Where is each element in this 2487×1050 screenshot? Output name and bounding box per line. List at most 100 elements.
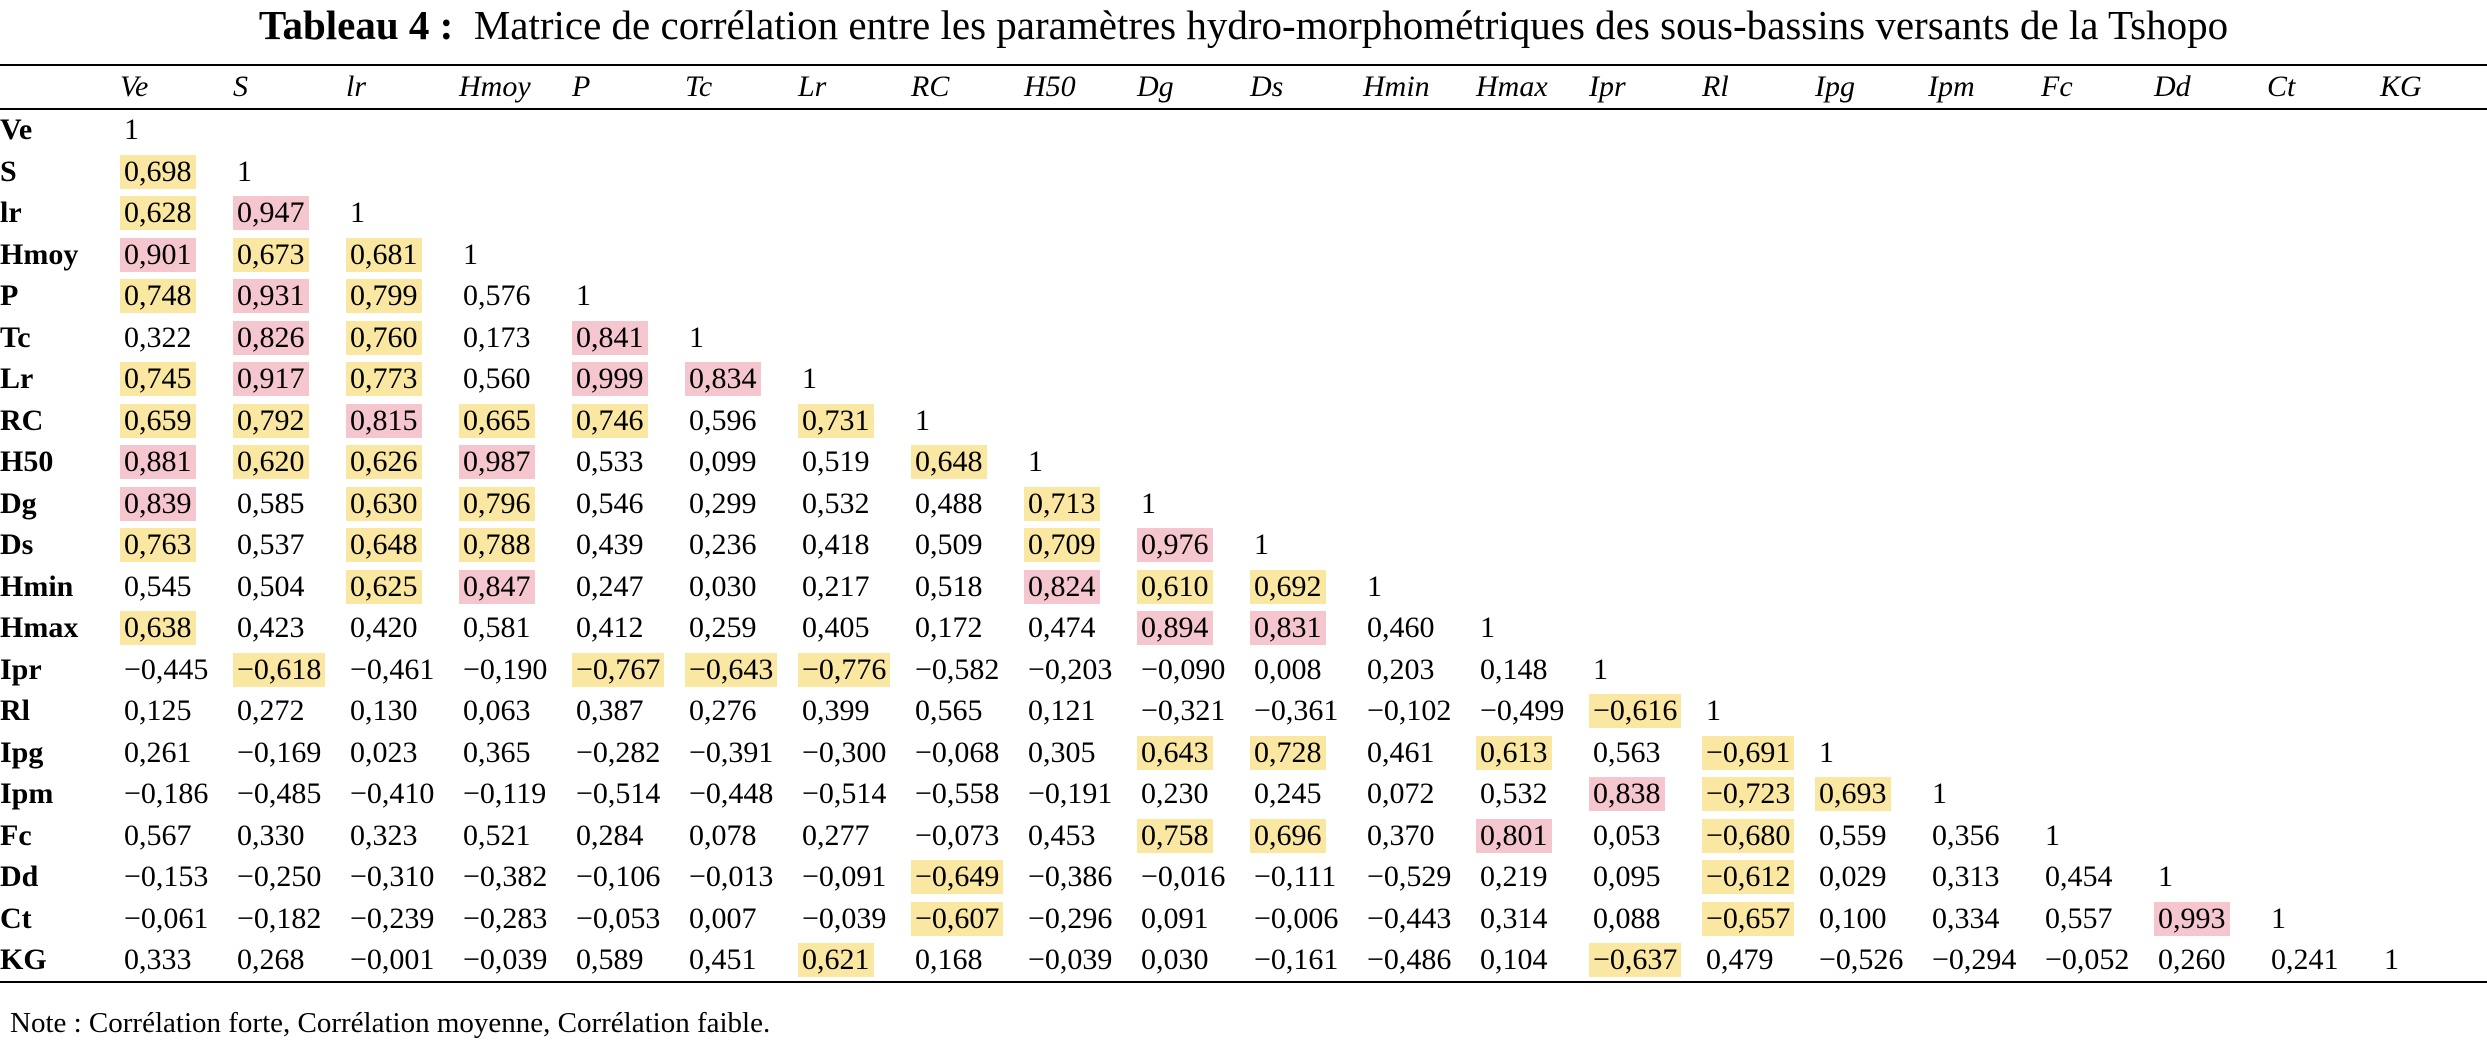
column-header-dd: Dd (2154, 65, 2267, 110)
matrix-cell: 0,839 (120, 483, 233, 525)
column-header-ct: Ct (2267, 65, 2380, 110)
matrix-cell (1363, 483, 1476, 525)
matrix-cell (1250, 483, 1363, 525)
matrix-cell (1589, 483, 1702, 525)
matrix-cell (1363, 193, 1476, 235)
table-row: Fc 0,567 0,330 0,323 0,521 0,284 0,078 0,277 −0,… (0, 815, 2487, 857)
matrix-cell: 0,838 (1589, 774, 1702, 816)
cell-value: 0,589 (576, 943, 644, 977)
row-header-ipm: Ipm (0, 777, 54, 811)
matrix-cell: 0,053 (1589, 815, 1702, 857)
matrix-cell (346, 109, 459, 152)
matrix-cell: −0,039 (798, 898, 911, 940)
matrix-cell: 0,881 (120, 442, 233, 484)
matrix-cell: 1 (798, 359, 911, 401)
matrix-cell: 0,488 (911, 483, 1024, 525)
caption-label: Tableau 4 : (258, 2, 454, 48)
matrix-cell (2154, 234, 2267, 276)
matrix-cell: 0,245 (1250, 774, 1363, 816)
matrix-cell (572, 109, 685, 152)
matrix-cell (1589, 234, 1702, 276)
matrix-cell (2154, 774, 2267, 816)
matrix-cell (2380, 525, 2487, 567)
matrix-cell: 1 (685, 317, 798, 359)
matrix-cell: 0,847 (459, 566, 572, 608)
matrix-cell (2041, 691, 2154, 733)
matrix-cell: −0,443 (1363, 898, 1476, 940)
matrix-cell: 0,104 (1476, 940, 1589, 983)
matrix-cell: 0,323 (346, 815, 459, 857)
matrix-cell: −0,296 (1024, 898, 1137, 940)
matrix-cell: −0,039 (1024, 940, 1137, 983)
cell-value: 1 (1254, 528, 1269, 562)
matrix-cell: −0,203 (1024, 649, 1137, 691)
row-header-ve: Ve (0, 113, 33, 147)
cell-value: −0,618 (233, 652, 326, 687)
matrix-cell: 0,078 (685, 815, 798, 857)
cell-value: −0,382 (463, 860, 548, 894)
cell-value: 0,801 (1476, 818, 1552, 853)
matrix-cell: 0,173 (459, 317, 572, 359)
matrix-cell: −0,052 (2041, 940, 2154, 983)
cell-value: 0,518 (915, 569, 983, 603)
matrix-cell: 0,546 (572, 483, 685, 525)
cell-value: −0,169 (237, 735, 322, 769)
cell-value: 0,610 (1137, 569, 1213, 604)
cell-value: 0,023 (350, 735, 418, 769)
matrix-cell (2154, 483, 2267, 525)
matrix-cell: 0,628 (120, 193, 233, 235)
matrix-cell (2380, 276, 2487, 318)
matrix-cell: 0,023 (346, 732, 459, 774)
cell-value: 1 (915, 403, 930, 437)
matrix-cell: 0,314 (1476, 898, 1589, 940)
matrix-cell (2380, 442, 2487, 484)
matrix-cell: 0,217 (798, 566, 911, 608)
cell-value: −0,657 (1702, 901, 1795, 936)
cell-value: 0,773 (346, 362, 422, 397)
matrix-cell: 0,007 (685, 898, 798, 940)
matrix-cell: 0,030 (685, 566, 798, 608)
matrix-cell: 0,168 (911, 940, 1024, 983)
table-row: Hmoy 0,901 0,673 0,681 1 (0, 234, 2487, 276)
matrix-cell (1250, 234, 1363, 276)
matrix-cell (1702, 276, 1815, 318)
row-header-rc: RC (0, 403, 44, 437)
matrix-cell: 0,537 (233, 525, 346, 567)
matrix-cell (1589, 276, 1702, 318)
matrix-cell: −0,618 (233, 649, 346, 691)
matrix-cell: −0,680 (1702, 815, 1815, 857)
column-header-tc: Tc (685, 65, 798, 110)
matrix-cell (1476, 483, 1589, 525)
matrix-cell (2154, 691, 2267, 733)
matrix-cell: 0,557 (2041, 898, 2154, 940)
matrix-cell: 0,648 (346, 525, 459, 567)
matrix-cell: 0,474 (1024, 608, 1137, 650)
matrix-cell (1928, 193, 2041, 235)
matrix-cell: −0,053 (572, 898, 685, 940)
matrix-cell: −0,282 (572, 732, 685, 774)
matrix-cell (2154, 815, 2267, 857)
matrix-cell (1137, 193, 1250, 235)
matrix-cell: 1 (1137, 483, 1250, 525)
matrix-cell (911, 317, 1024, 359)
matrix-cell: 0,731 (798, 400, 911, 442)
cell-value: 0,007 (689, 901, 757, 935)
column-header-ipr: Ipr (1589, 65, 1702, 110)
cell-value: −0,186 (124, 777, 209, 811)
cell-value: −0,039 (1028, 943, 1113, 977)
cell-value: 0,259 (689, 611, 757, 645)
matrix-cell (1928, 359, 2041, 401)
cell-value: 0,626 (346, 445, 422, 480)
cell-value: 0,947 (233, 196, 309, 231)
matrix-cell: 0,130 (346, 691, 459, 733)
cell-value: 0,519 (802, 445, 870, 479)
cell-value: 0,731 (798, 403, 874, 438)
cell-value: −0,053 (576, 901, 661, 935)
matrix-cell: 0,763 (120, 525, 233, 567)
cell-value: 0,217 (802, 569, 870, 603)
row-header-lr: lr (0, 196, 22, 230)
matrix-cell: −0,191 (1024, 774, 1137, 816)
matrix-cell (2154, 151, 2267, 193)
matrix-cell (1702, 483, 1815, 525)
matrix-cell (2380, 566, 2487, 608)
